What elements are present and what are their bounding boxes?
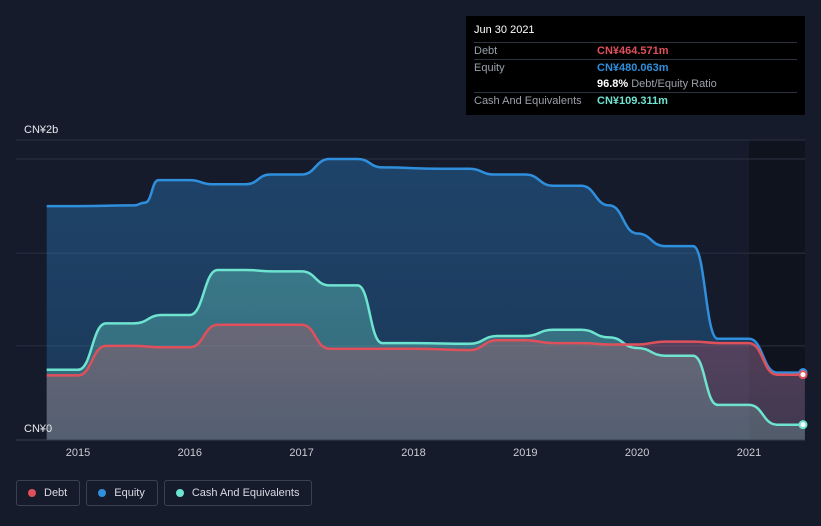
debt-line	[46, 323, 805, 377]
equity-line	[46, 157, 805, 374]
cash-endpoint-marker	[798, 420, 808, 430]
y-tick-label: CN¥2b	[24, 124, 58, 136]
x-tick-label: 2020	[625, 447, 649, 459]
tooltip-debt-label: Debt	[474, 45, 498, 57]
tooltip-debt-value: CN¥464.571m	[597, 45, 669, 57]
tooltip-cash-row: Cash And Equivalents CN¥109.311m	[474, 92, 797, 109]
legend-cash-label: Cash And Equivalents	[191, 487, 300, 499]
x-tick-label: 2016	[178, 447, 202, 459]
tooltip-ratio-row: 96.8% Debt/Equity Ratio	[474, 76, 797, 92]
tooltip-equity-value: CN¥480.063m	[597, 62, 669, 74]
tooltip-equity-label: Equity	[474, 62, 505, 74]
tooltip-cash-label: Cash And Equivalents	[474, 95, 582, 107]
x-tick-label: 2017	[289, 447, 313, 459]
cash-line	[46, 268, 805, 426]
tooltip-ratio-value: 96.8%	[597, 78, 629, 90]
y-tick-label: CN¥0	[24, 423, 52, 435]
legend-debt-label: Debt	[44, 487, 68, 499]
legend-debt[interactable]: Debt	[16, 480, 81, 506]
x-tick-label: 2019	[513, 447, 537, 459]
debt-area	[46, 324, 805, 440]
tooltip-cash-value: CN¥109.311m	[597, 95, 668, 107]
legend-equity-label: Equity	[114, 487, 145, 499]
cash-dot-icon	[175, 489, 184, 497]
x-tick-label: 2018	[401, 447, 425, 459]
tooltip-ratio-label: Debt/Equity Ratio	[631, 78, 717, 90]
tooltip-panel: Jun 30 2021 Debt CN¥464.571m Equity CN¥4…	[466, 16, 805, 115]
x-tick-label: 2021	[737, 447, 761, 459]
legend-equity[interactable]: Equity	[86, 480, 158, 506]
tooltip-date: Jun 30 2021	[474, 24, 535, 36]
x-tick-label: 2015	[66, 447, 90, 459]
equity-dot-icon	[98, 489, 107, 497]
tooltip-debt-row: Debt CN¥464.571m	[474, 42, 797, 59]
debt-dot-icon	[28, 489, 36, 497]
debt-endpoint-marker	[798, 370, 808, 380]
tooltip-equity-row: Equity CN¥480.063m	[474, 59, 797, 76]
legend-cash[interactable]: Cash And Equivalents	[163, 480, 313, 506]
chart-legend: Debt Equity Cash And Equivalents	[16, 480, 313, 506]
